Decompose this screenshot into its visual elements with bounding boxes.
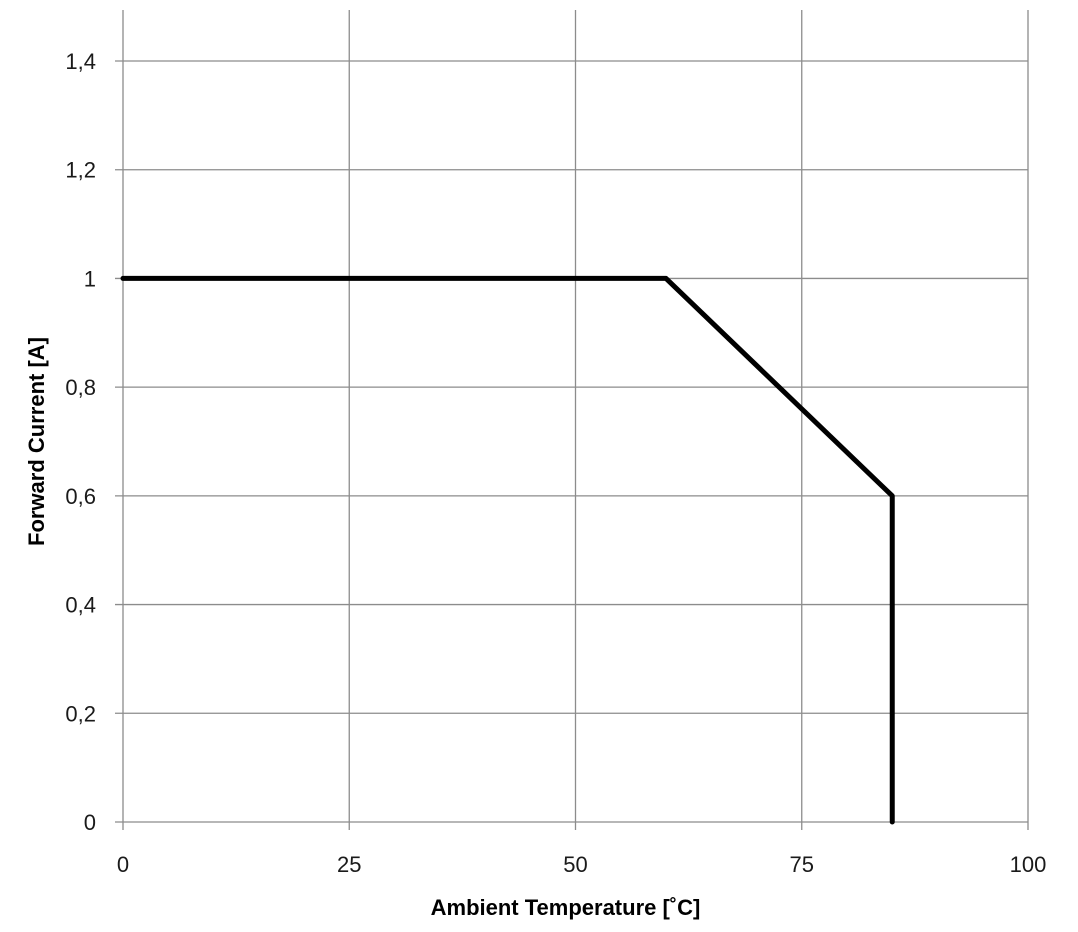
y-tick-label: 1,4: [65, 49, 96, 74]
y-tick-label: 0,6: [65, 484, 96, 509]
y-tick-label: 0,4: [65, 593, 96, 618]
x-tick-label: 75: [790, 852, 814, 877]
y-tick-label: 1,2: [65, 158, 96, 183]
series-line: [120, 275, 895, 825]
y-axis-ticks: 0 0,2 0,4 0,6 0,8 1 1,2 1,4: [65, 49, 96, 835]
x-tick-label: 50: [563, 852, 587, 877]
x-axis-title: Ambient Temperature [˚C]: [431, 895, 701, 920]
y-tick-label: 0,2: [65, 701, 96, 726]
x-tick-label: 0: [117, 852, 129, 877]
x-tick-label: 100: [1010, 852, 1047, 877]
y-tick-label: 1: [84, 266, 96, 291]
plot-series: [120, 275, 895, 825]
x-tick-label: 25: [337, 852, 361, 877]
y-tick-label: 0: [84, 810, 96, 835]
x-axis-ticks: 0 25 50 75 100: [117, 852, 1046, 877]
y-tick-label: 0,8: [65, 375, 96, 400]
y-axis-title: Forward Current [A]: [24, 337, 49, 546]
